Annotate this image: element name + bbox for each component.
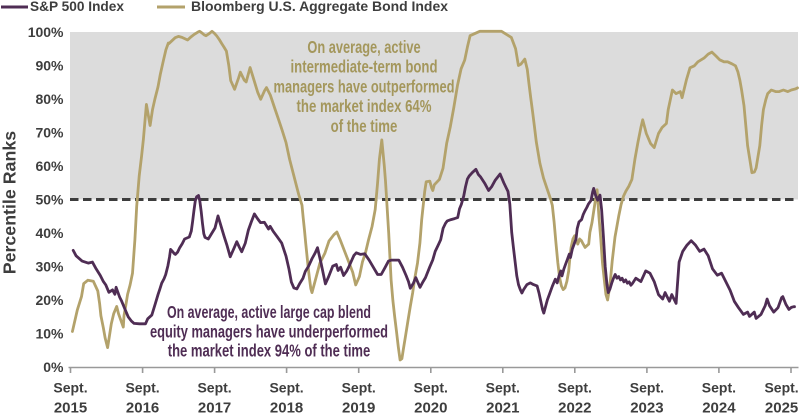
svg-text:10%: 10% bbox=[35, 326, 64, 342]
svg-text:60%: 60% bbox=[35, 158, 64, 174]
svg-text:Sept.: Sept. bbox=[53, 380, 87, 396]
svg-text:2019: 2019 bbox=[342, 399, 375, 415]
svg-text:50%: 50% bbox=[35, 192, 64, 208]
svg-text:Sept.: Sept. bbox=[630, 380, 664, 396]
svg-text:Percentile Ranks: Percentile Ranks bbox=[0, 131, 20, 275]
svg-text:equity managers have underperf: equity managers have underperformed bbox=[150, 321, 388, 341]
svg-text:0%: 0% bbox=[43, 359, 64, 375]
svg-text:40%: 40% bbox=[35, 225, 64, 241]
svg-text:Sept.: Sept. bbox=[342, 380, 376, 396]
svg-text:On average, active large cap b: On average, active large cap blend bbox=[167, 302, 371, 322]
svg-text:2024: 2024 bbox=[702, 399, 736, 415]
svg-text:Sept.: Sept. bbox=[764, 380, 798, 396]
svg-text:70%: 70% bbox=[35, 125, 64, 141]
svg-text:Sept.: Sept. bbox=[197, 380, 231, 396]
svg-text:100%: 100% bbox=[28, 24, 64, 40]
svg-text:20%: 20% bbox=[35, 292, 64, 308]
svg-text:intermediate-term bond: intermediate-term bond bbox=[291, 57, 438, 77]
svg-text:of the time: of the time bbox=[331, 116, 398, 136]
svg-text:Sept.: Sept. bbox=[702, 380, 736, 396]
svg-text:2021: 2021 bbox=[486, 399, 519, 415]
svg-text:2023: 2023 bbox=[630, 399, 663, 415]
svg-text:2015: 2015 bbox=[54, 399, 87, 415]
svg-text:2017: 2017 bbox=[198, 399, 231, 415]
svg-text:Sept.: Sept. bbox=[486, 380, 520, 396]
svg-text:the market index 94% of the ti: the market index 94% of the time bbox=[168, 341, 371, 361]
svg-text:2020: 2020 bbox=[414, 399, 447, 415]
svg-text:30%: 30% bbox=[35, 259, 64, 275]
svg-text:On average, active: On average, active bbox=[307, 37, 420, 57]
svg-text:2022: 2022 bbox=[558, 399, 591, 415]
svg-text:Sept.: Sept. bbox=[269, 380, 303, 396]
svg-text:Bloomberg U.S. Aggregate Bond: Bloomberg U.S. Aggregate Bond Index bbox=[191, 0, 448, 14]
svg-text:90%: 90% bbox=[35, 58, 64, 74]
svg-text:2018: 2018 bbox=[270, 399, 303, 415]
svg-text:2025: 2025 bbox=[765, 399, 798, 415]
svg-text:the market index 64%: the market index 64% bbox=[297, 96, 432, 116]
svg-text:80%: 80% bbox=[35, 91, 64, 107]
svg-text:managers have outperformed: managers have outperformed bbox=[274, 76, 455, 96]
svg-text:S&P 500 Index: S&P 500 Index bbox=[30, 0, 124, 14]
svg-text:Sept.: Sept. bbox=[414, 380, 448, 396]
svg-text:Sept.: Sept. bbox=[558, 380, 592, 396]
svg-text:Sept.: Sept. bbox=[125, 380, 159, 396]
svg-text:2016: 2016 bbox=[126, 399, 159, 415]
